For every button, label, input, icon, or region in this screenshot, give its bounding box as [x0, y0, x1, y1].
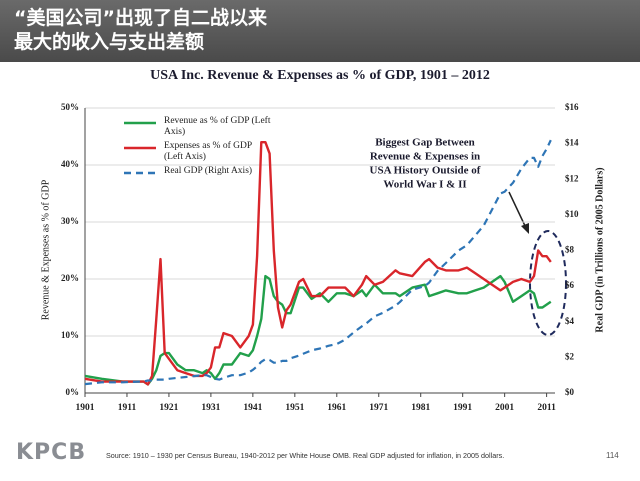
- legend-label: Expenses as % of GDP (Left Axis): [164, 141, 252, 162]
- y2-tick-label: $16: [565, 102, 579, 112]
- x-tick-label: 1971: [369, 403, 388, 413]
- x-tick-label: 1911: [118, 403, 137, 413]
- logo: KPCB: [16, 440, 87, 465]
- header: “美国公司”出现了自二战以来 最大的收入与支出差额: [0, 0, 640, 62]
- y2-tick-label: $10: [565, 209, 579, 219]
- legend-item: Expenses as % of GDP (Left Axis): [122, 141, 272, 163]
- legend-swatch: [124, 171, 156, 175]
- annotation: World War I & II: [383, 179, 466, 191]
- y2-tick-label: $0: [565, 387, 575, 397]
- annotation-arrow: [508, 191, 527, 229]
- x-tick-label: 1941: [243, 403, 262, 413]
- y-tick-label: 20%: [61, 273, 79, 283]
- x-tick-label: 1991: [453, 403, 472, 413]
- highlight-ellipse: [529, 230, 567, 336]
- y2-tick-label: $4: [565, 316, 575, 326]
- y2-tick-label: $8: [565, 245, 575, 255]
- legend-item: Revenue as % of GDP (Left Axis): [122, 116, 272, 138]
- series-line: [84, 274, 552, 386]
- y-tick-label: 10%: [61, 330, 79, 340]
- series-line: [84, 141, 552, 386]
- annotation: Biggest Gap Between: [375, 137, 475, 149]
- y-tick-label: 50%: [61, 102, 79, 112]
- legend-swatch: [124, 146, 156, 150]
- x-tick-label: 1961: [327, 403, 346, 413]
- x-tick-label: 1901: [76, 403, 95, 413]
- annotation: Revenue & Expenses in: [370, 151, 480, 163]
- legend-label: Revenue as % of GDP (Left Axis): [164, 116, 271, 137]
- x-tick-label: 2001: [495, 403, 514, 413]
- x-tick-label: 2011: [537, 403, 556, 413]
- x-tick-label: 1931: [201, 403, 220, 413]
- legend: Revenue as % of GDP (Left Axis) Expenses …: [122, 116, 272, 180]
- title-line: 最大的收入与支出差额: [14, 31, 205, 53]
- legend-label: Real GDP (Right Axis): [164, 166, 253, 176]
- y-tick-label: 40%: [61, 159, 79, 169]
- y2-tick-label: $12: [565, 173, 579, 183]
- y2-axis-title: Real GDP (in Trillions of 2005 Dollars): [594, 167, 605, 332]
- page-number: 114: [606, 451, 619, 460]
- legend-swatch: [124, 121, 156, 125]
- x-tick-label: 1981: [411, 403, 430, 413]
- legend-item: Real GDP (Right Axis): [122, 166, 272, 177]
- y-tick-label: 0%: [66, 387, 80, 397]
- y2-tick-label: $2: [565, 351, 575, 361]
- arrow-head: [521, 223, 529, 234]
- chart-title: USA Inc. Revenue & Expenses as % of GDP,…: [150, 68, 490, 83]
- x-tick-label: 1951: [285, 403, 304, 413]
- y-axis-title: Revenue & Expenses as % of GDP: [40, 179, 51, 320]
- annotation: USA History Outside of: [370, 165, 481, 177]
- x-tick-label: 1921: [159, 403, 178, 413]
- y2-tick-label: $6: [565, 280, 575, 290]
- y2-tick-label: $14: [565, 138, 579, 148]
- y-tick-label: 30%: [61, 216, 79, 226]
- series-line: [84, 139, 552, 386]
- title-line: “美国公司”出现了自二战以来: [14, 7, 267, 29]
- source-note: Source: 1910 – 1930 per Census Bureau, 1…: [106, 451, 505, 460]
